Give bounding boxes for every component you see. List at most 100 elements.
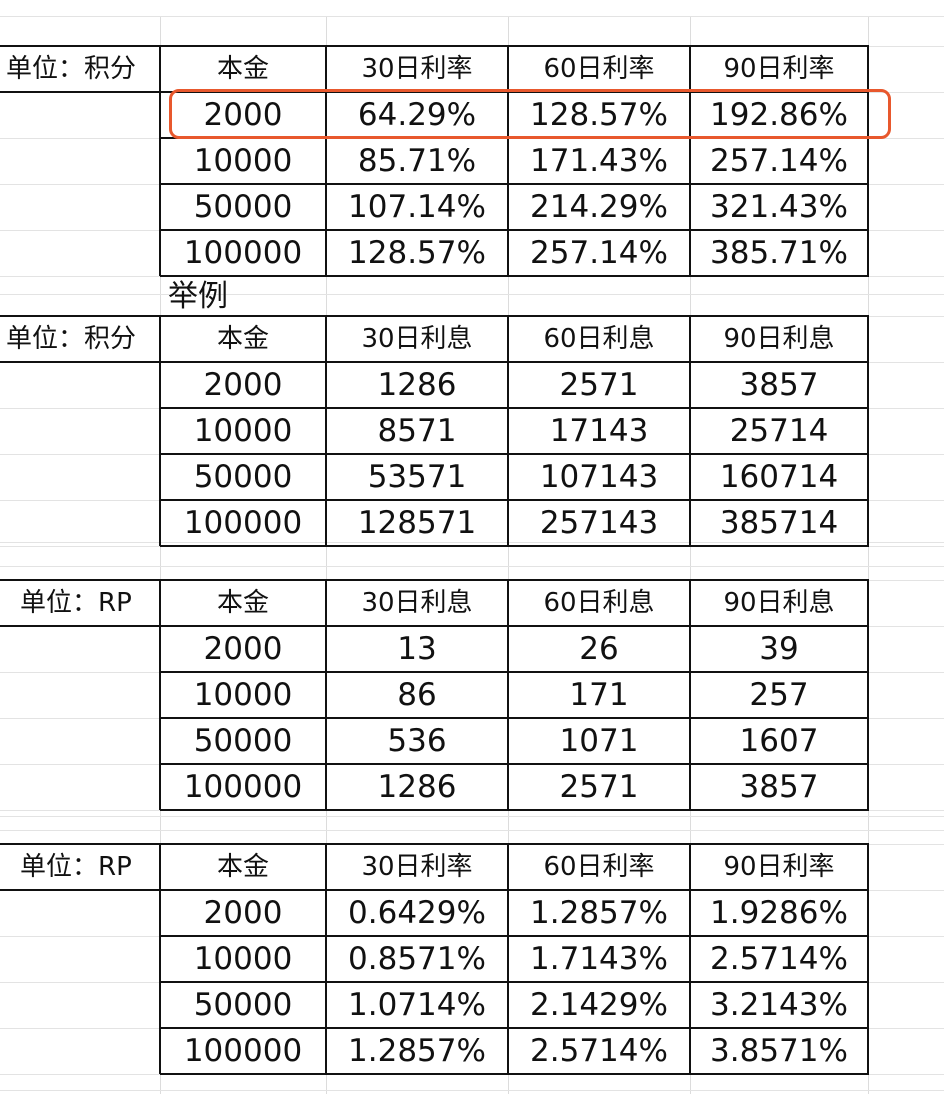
table-cell[interactable]: 385.71% [710,235,848,271]
table-cell[interactable]: 13 [397,631,437,667]
table-cell[interactable]: 50000 [193,459,293,495]
table-cell[interactable]: 257 [749,677,809,713]
table-cell[interactable]: 2.5714% [710,941,848,977]
column-header[interactable]: 90日利率 [723,54,835,84]
table-cell[interactable]: 192.86% [710,97,848,133]
table-cell[interactable]: 0.8571% [348,941,486,977]
table-border [325,843,327,1074]
table-cell[interactable]: 107.14% [348,189,486,225]
table-cell[interactable]: 2571 [559,367,639,403]
table-cell[interactable]: 3857 [739,769,819,805]
table-cell[interactable]: 50000 [193,723,293,759]
column-header[interactable]: 本金 [216,324,269,354]
table-cell[interactable]: 257143 [539,505,659,541]
table-cell[interactable]: 536 [387,723,447,759]
table-border [0,315,869,317]
table-cell[interactable]: 0.6429% [348,895,486,931]
table-cell[interactable]: 50000 [193,987,293,1023]
table-cell[interactable]: 1.2857% [348,1033,486,1069]
table-border [160,1027,869,1029]
table-cell[interactable]: 64.29% [357,97,477,133]
column-header[interactable]: 30日利息 [361,324,473,354]
table-cell[interactable]: 1286 [377,769,457,805]
table-cell[interactable]: 2571 [559,769,639,805]
table-cell[interactable]: 1.7143% [530,941,668,977]
table-border [0,843,869,845]
table-border [160,499,869,501]
column-header[interactable]: 30日利率 [361,852,473,882]
column-header[interactable]: 90日利率 [723,852,835,882]
table-cell[interactable]: 2000 [203,895,283,931]
column-header[interactable]: 60日利率 [543,852,655,882]
table-cell[interactable]: 100000 [183,235,303,271]
table-cell[interactable]: 257.14% [530,235,668,271]
table-cell[interactable]: 214.29% [530,189,668,225]
table-cell[interactable]: 100000 [183,1033,303,1069]
column-header[interactable]: 60日利息 [543,588,655,618]
column-header[interactable]: 90日利息 [723,324,835,354]
table-cell[interactable]: 1071 [559,723,639,759]
table-cell[interactable]: 10000 [193,143,293,179]
table-cell[interactable]: 10000 [193,413,293,449]
table-cell[interactable]: 2000 [203,97,283,133]
column-header[interactable]: 60日利率 [543,54,655,84]
table-cell[interactable]: 39 [759,631,799,667]
table-cell[interactable]: 1.2857% [530,895,668,931]
table-cell[interactable]: 257.14% [710,143,848,179]
table-cell[interactable]: 86 [397,677,437,713]
grid-column-line [326,16,327,1094]
table-cell[interactable]: 3.8571% [710,1033,848,1069]
column-header[interactable]: 90日利息 [723,588,835,618]
table-border [160,1073,869,1075]
table-cell[interactable]: 85.71% [357,143,477,179]
table-border [689,45,691,276]
column-header[interactable]: 本金 [216,852,269,882]
table-cell[interactable]: 171.43% [530,143,668,179]
table-border [0,579,869,581]
table-cell[interactable]: 3857 [739,367,819,403]
column-header[interactable]: 30日利率 [361,54,473,84]
table-cell[interactable]: 100000 [183,769,303,805]
table-cell[interactable]: 8571 [377,413,457,449]
table-cell[interactable]: 2000 [203,367,283,403]
table-cell[interactable]: 107143 [539,459,659,495]
table-cell[interactable]: 171 [569,677,629,713]
table-cell[interactable]: 17143 [549,413,649,449]
table-cell[interactable]: 385714 [719,505,839,541]
table-cell[interactable]: 128.57% [530,97,668,133]
highlight-box [169,89,891,139]
table-cell[interactable]: 160714 [719,459,839,495]
table-cell[interactable]: 26 [579,631,619,667]
table-border [159,843,161,1074]
column-header[interactable]: 60日利息 [543,324,655,354]
table-cell[interactable]: 128.57% [348,235,486,271]
table-cell[interactable]: 53571 [367,459,467,495]
table-border [160,671,869,673]
grid-column-line [160,16,161,1094]
column-header[interactable]: 本金 [216,54,269,84]
table-cell[interactable]: 2.1429% [530,987,668,1023]
table-cell[interactable]: 321.43% [710,189,848,225]
table-cell[interactable]: 100000 [183,505,303,541]
table-cell[interactable]: 10000 [193,941,293,977]
table-cell[interactable]: 1.0714% [348,987,486,1023]
table-cell[interactable]: 1607 [739,723,819,759]
table-cell[interactable]: 1286 [377,367,457,403]
table-cell[interactable]: 2000 [203,631,283,667]
table-border [0,45,869,47]
column-header[interactable]: 本金 [216,588,269,618]
table-border [867,843,869,1074]
table-border [159,579,161,810]
grid-row-line [0,542,944,543]
table-border [160,981,869,983]
column-header[interactable]: 30日利息 [361,588,473,618]
table-cell[interactable]: 50000 [193,189,293,225]
table-cell[interactable]: 10000 [193,677,293,713]
table-cell[interactable]: 1.9286% [710,895,848,931]
table-border [867,45,869,276]
table-cell[interactable]: 2.5714% [530,1033,668,1069]
table-cell[interactable]: 3.2143% [710,987,848,1023]
table-cell[interactable]: 25714 [729,413,829,449]
table-cell[interactable]: 128571 [357,505,477,541]
